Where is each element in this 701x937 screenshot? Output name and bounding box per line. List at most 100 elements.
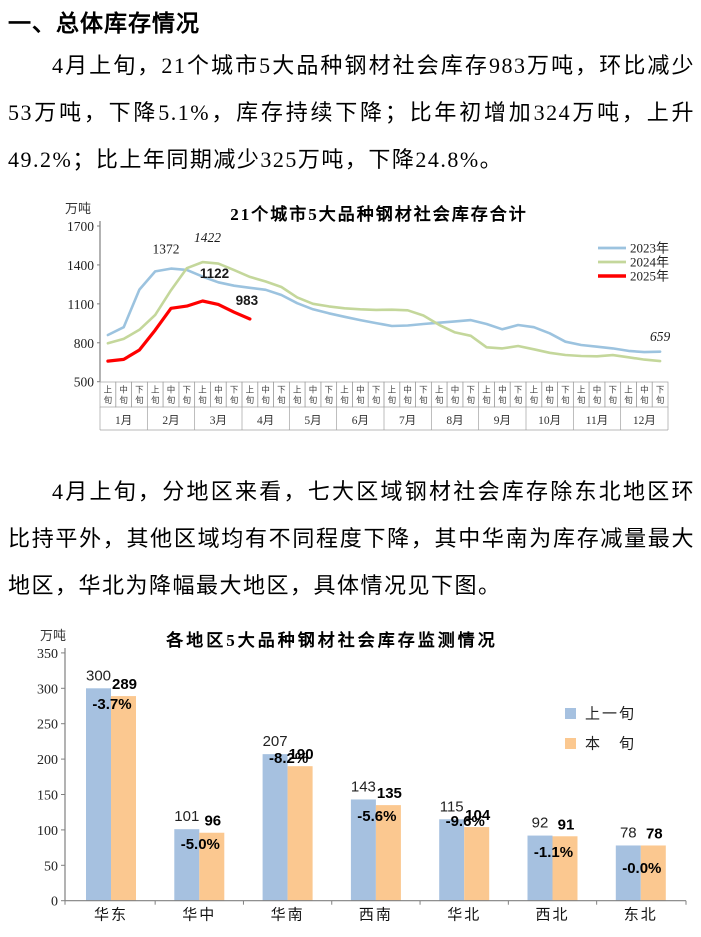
- category-label-东北: 东北: [624, 907, 658, 924]
- month-label: 3月: [210, 415, 227, 427]
- bar-curr-东北: [640, 845, 666, 901]
- value-label-curr: 91: [558, 816, 575, 833]
- period-label: 旬: [403, 395, 412, 405]
- period-label: 中: [403, 385, 412, 395]
- value-label-prev: 115: [440, 798, 464, 815]
- period-label: 中: [545, 385, 554, 395]
- period-label: 上: [482, 385, 491, 395]
- y-axis-tick-label: 1400: [67, 258, 94, 273]
- period-label: 旬: [135, 395, 144, 405]
- data-label-659: 659: [650, 329, 671, 344]
- period-label: 下: [467, 385, 476, 395]
- period-label: 旬: [309, 395, 318, 405]
- period-label: 旬: [325, 395, 334, 405]
- period-label: 上: [246, 385, 255, 395]
- period-label: 旬: [435, 395, 444, 405]
- line-chart-figure: 万吨 21个城市5大品种钢材社会库存合计 500 800 1100 1400 1700 上旬中…: [57, 195, 701, 440]
- period-label: 旬: [419, 395, 428, 405]
- legend-label-上一旬: 上一旬: [585, 706, 636, 723]
- paragraph-overall-inventory: 4月上旬，21个城市5大品种钢材社会库存983万吨，环比减少53万吨，下降5.1…: [8, 53, 695, 172]
- bar-prev-华北: [439, 819, 465, 901]
- series-line-2025年: [106, 299, 252, 363]
- category-label-华东: 华东: [94, 907, 128, 924]
- period-label: 下: [514, 385, 523, 395]
- value-label-curr: 96: [204, 813, 221, 830]
- y-axis-tick-label: 0: [51, 895, 58, 910]
- period-label: 中: [261, 385, 270, 395]
- value-label-curr: 135: [377, 785, 402, 802]
- period-label: 中: [498, 385, 507, 395]
- period-label: 旬: [577, 395, 586, 405]
- y-axis-tick-label: 1700: [67, 219, 94, 234]
- month-label: 10月: [538, 415, 561, 427]
- value-label-curr: 78: [646, 825, 663, 842]
- pct-change-label: -9.6%: [446, 813, 485, 830]
- period-label: 上: [198, 385, 207, 395]
- period-label: 下: [230, 385, 239, 395]
- period-label: 旬: [498, 395, 507, 405]
- period-label: 上: [624, 385, 633, 395]
- period-label: 下: [135, 385, 144, 395]
- bar-prev-东北: [615, 845, 641, 901]
- period-label: 上: [388, 385, 397, 395]
- period-label: 旬: [293, 395, 302, 405]
- period-label: 中: [593, 385, 602, 395]
- period-label: 上: [530, 385, 539, 395]
- period-label: 旬: [640, 395, 649, 405]
- line-chart-total-inventory: 万吨 21个城市5大品种钢材社会库存合计500800110014001700上旬中…: [65, 201, 671, 431]
- y-axis-tick-label: 100: [37, 824, 58, 839]
- period-label: 旬: [609, 395, 618, 405]
- period-label: 旬: [246, 395, 255, 405]
- pct-change-label: -5.0%: [181, 836, 220, 853]
- period-label: 中: [167, 385, 176, 395]
- period-label: 中: [309, 385, 318, 395]
- period-label: 旬: [593, 395, 602, 405]
- month-label: 6月: [352, 415, 369, 427]
- legend-swatch-上一旬: [565, 708, 576, 719]
- y-axis-unit-label: 万吨: [65, 201, 91, 216]
- value-label-curr: 190: [289, 746, 314, 763]
- period-label: 旬: [514, 395, 523, 405]
- value-label-prev: 78: [620, 824, 637, 841]
- paragraph-regional-inventory: 4月上旬，分地区来看，七大区域钢材社会库存除东北地区环比持平外，其他区域均有不同…: [8, 479, 695, 598]
- month-label: 5月: [304, 415, 321, 427]
- period-label: 旬: [372, 395, 381, 405]
- data-label-1422: 1422: [194, 230, 221, 245]
- series-line-2023年: [106, 267, 662, 354]
- x-axis-table: 上旬中旬下旬上旬中旬下旬上旬中旬下旬上旬中旬下旬上旬中旬下旬上旬中旬下旬上旬中旬…: [99, 381, 669, 431]
- period-label: 上: [435, 385, 444, 395]
- y-axis-tick-label: 1100: [68, 297, 95, 312]
- period-label: 上: [577, 385, 586, 395]
- value-label-prev: 207: [263, 733, 288, 750]
- y-axis-tick-label: 50: [44, 859, 58, 874]
- period-label: 旬: [167, 395, 176, 405]
- month-label: 7月: [399, 415, 416, 427]
- period-label: 下: [183, 385, 192, 395]
- section-heading: 一、总体库存情况: [8, 10, 200, 36]
- legend-label-2023年: 2023年: [630, 241, 669, 256]
- bar-chart-regional-inventory: 万吨 各地区5大品种钢材社会库存监测情况 0 50 100 150 200 250 300 350…: [37, 628, 687, 924]
- month-label: 8月: [446, 415, 463, 427]
- category-label-华中: 华中: [182, 907, 216, 924]
- pct-change-label: -0.0%: [622, 860, 661, 877]
- period-label: 旬: [183, 395, 192, 405]
- month-label: 9月: [494, 415, 511, 427]
- pct-change-label: -8.2%: [269, 750, 308, 767]
- chart-title: 21个城市5大品种钢材社会库存合计: [230, 204, 528, 224]
- period-label: 下: [561, 385, 570, 395]
- period-cell: [651, 381, 669, 408]
- period-label: 旬: [119, 395, 128, 405]
- period-label: 旬: [656, 395, 665, 405]
- value-label-prev: 300: [86, 667, 111, 684]
- legend-label-本 旬: 本 旬: [585, 736, 636, 753]
- period-label: 中: [451, 385, 460, 395]
- data-label-983: 983: [236, 293, 259, 308]
- y-axis-tick-label: 300: [37, 682, 58, 697]
- category-label-华北: 华北: [447, 907, 481, 924]
- period-label: 旬: [356, 395, 365, 405]
- legend-swatch-本 旬: [565, 738, 576, 749]
- legend-label-2025年: 2025年: [630, 269, 669, 284]
- category-label-华南: 华南: [271, 907, 305, 924]
- month-label: 12月: [633, 415, 656, 427]
